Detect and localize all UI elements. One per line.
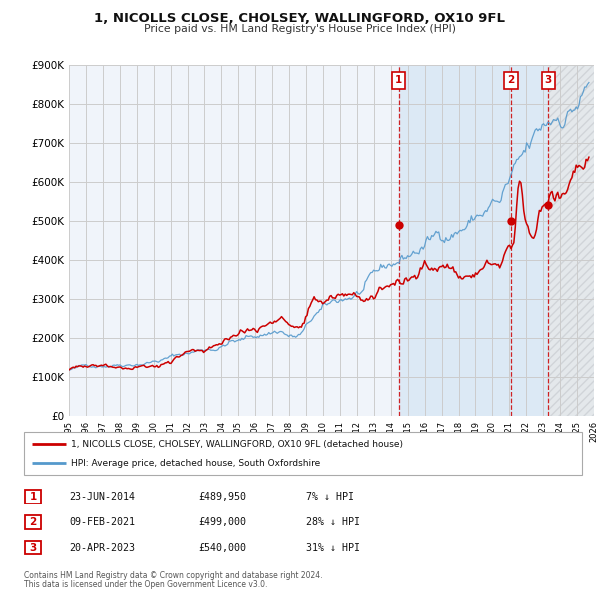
- Text: 20-APR-2023: 20-APR-2023: [69, 543, 135, 552]
- Text: £489,950: £489,950: [198, 492, 246, 502]
- Text: 09-FEB-2021: 09-FEB-2021: [69, 517, 135, 527]
- Text: 1: 1: [395, 76, 403, 86]
- Text: 3: 3: [545, 76, 552, 86]
- FancyBboxPatch shape: [25, 490, 41, 504]
- Text: Contains HM Land Registry data © Crown copyright and database right 2024.: Contains HM Land Registry data © Crown c…: [24, 571, 323, 581]
- Bar: [548, 65, 594, 416]
- FancyBboxPatch shape: [25, 540, 41, 555]
- Text: 28% ↓ HPI: 28% ↓ HPI: [306, 517, 360, 527]
- Text: 1, NICOLLS CLOSE, CHOLSEY, WALLINGFORD, OX10 9FL (detached house): 1, NICOLLS CLOSE, CHOLSEY, WALLINGFORD, …: [71, 440, 403, 449]
- Text: This data is licensed under the Open Government Licence v3.0.: This data is licensed under the Open Gov…: [24, 579, 268, 589]
- Bar: [548, 65, 594, 416]
- Text: HPI: Average price, detached house, South Oxfordshire: HPI: Average price, detached house, Sout…: [71, 458, 320, 467]
- Text: 2: 2: [29, 517, 37, 527]
- FancyBboxPatch shape: [25, 515, 41, 529]
- Text: £499,000: £499,000: [198, 517, 246, 527]
- Text: 23-JUN-2014: 23-JUN-2014: [69, 492, 135, 502]
- Text: 31% ↓ HPI: 31% ↓ HPI: [306, 543, 360, 552]
- FancyBboxPatch shape: [24, 432, 582, 475]
- Text: 1, NICOLLS CLOSE, CHOLSEY, WALLINGFORD, OX10 9FL: 1, NICOLLS CLOSE, CHOLSEY, WALLINGFORD, …: [95, 12, 505, 25]
- Text: Price paid vs. HM Land Registry's House Price Index (HPI): Price paid vs. HM Land Registry's House …: [144, 24, 456, 34]
- Bar: [548, 65, 594, 416]
- Text: £540,000: £540,000: [198, 543, 246, 552]
- Text: 2: 2: [508, 76, 515, 86]
- Text: 3: 3: [29, 543, 37, 552]
- Text: 1: 1: [29, 492, 37, 502]
- Text: 7% ↓ HPI: 7% ↓ HPI: [306, 492, 354, 502]
- Bar: [399, 65, 594, 416]
